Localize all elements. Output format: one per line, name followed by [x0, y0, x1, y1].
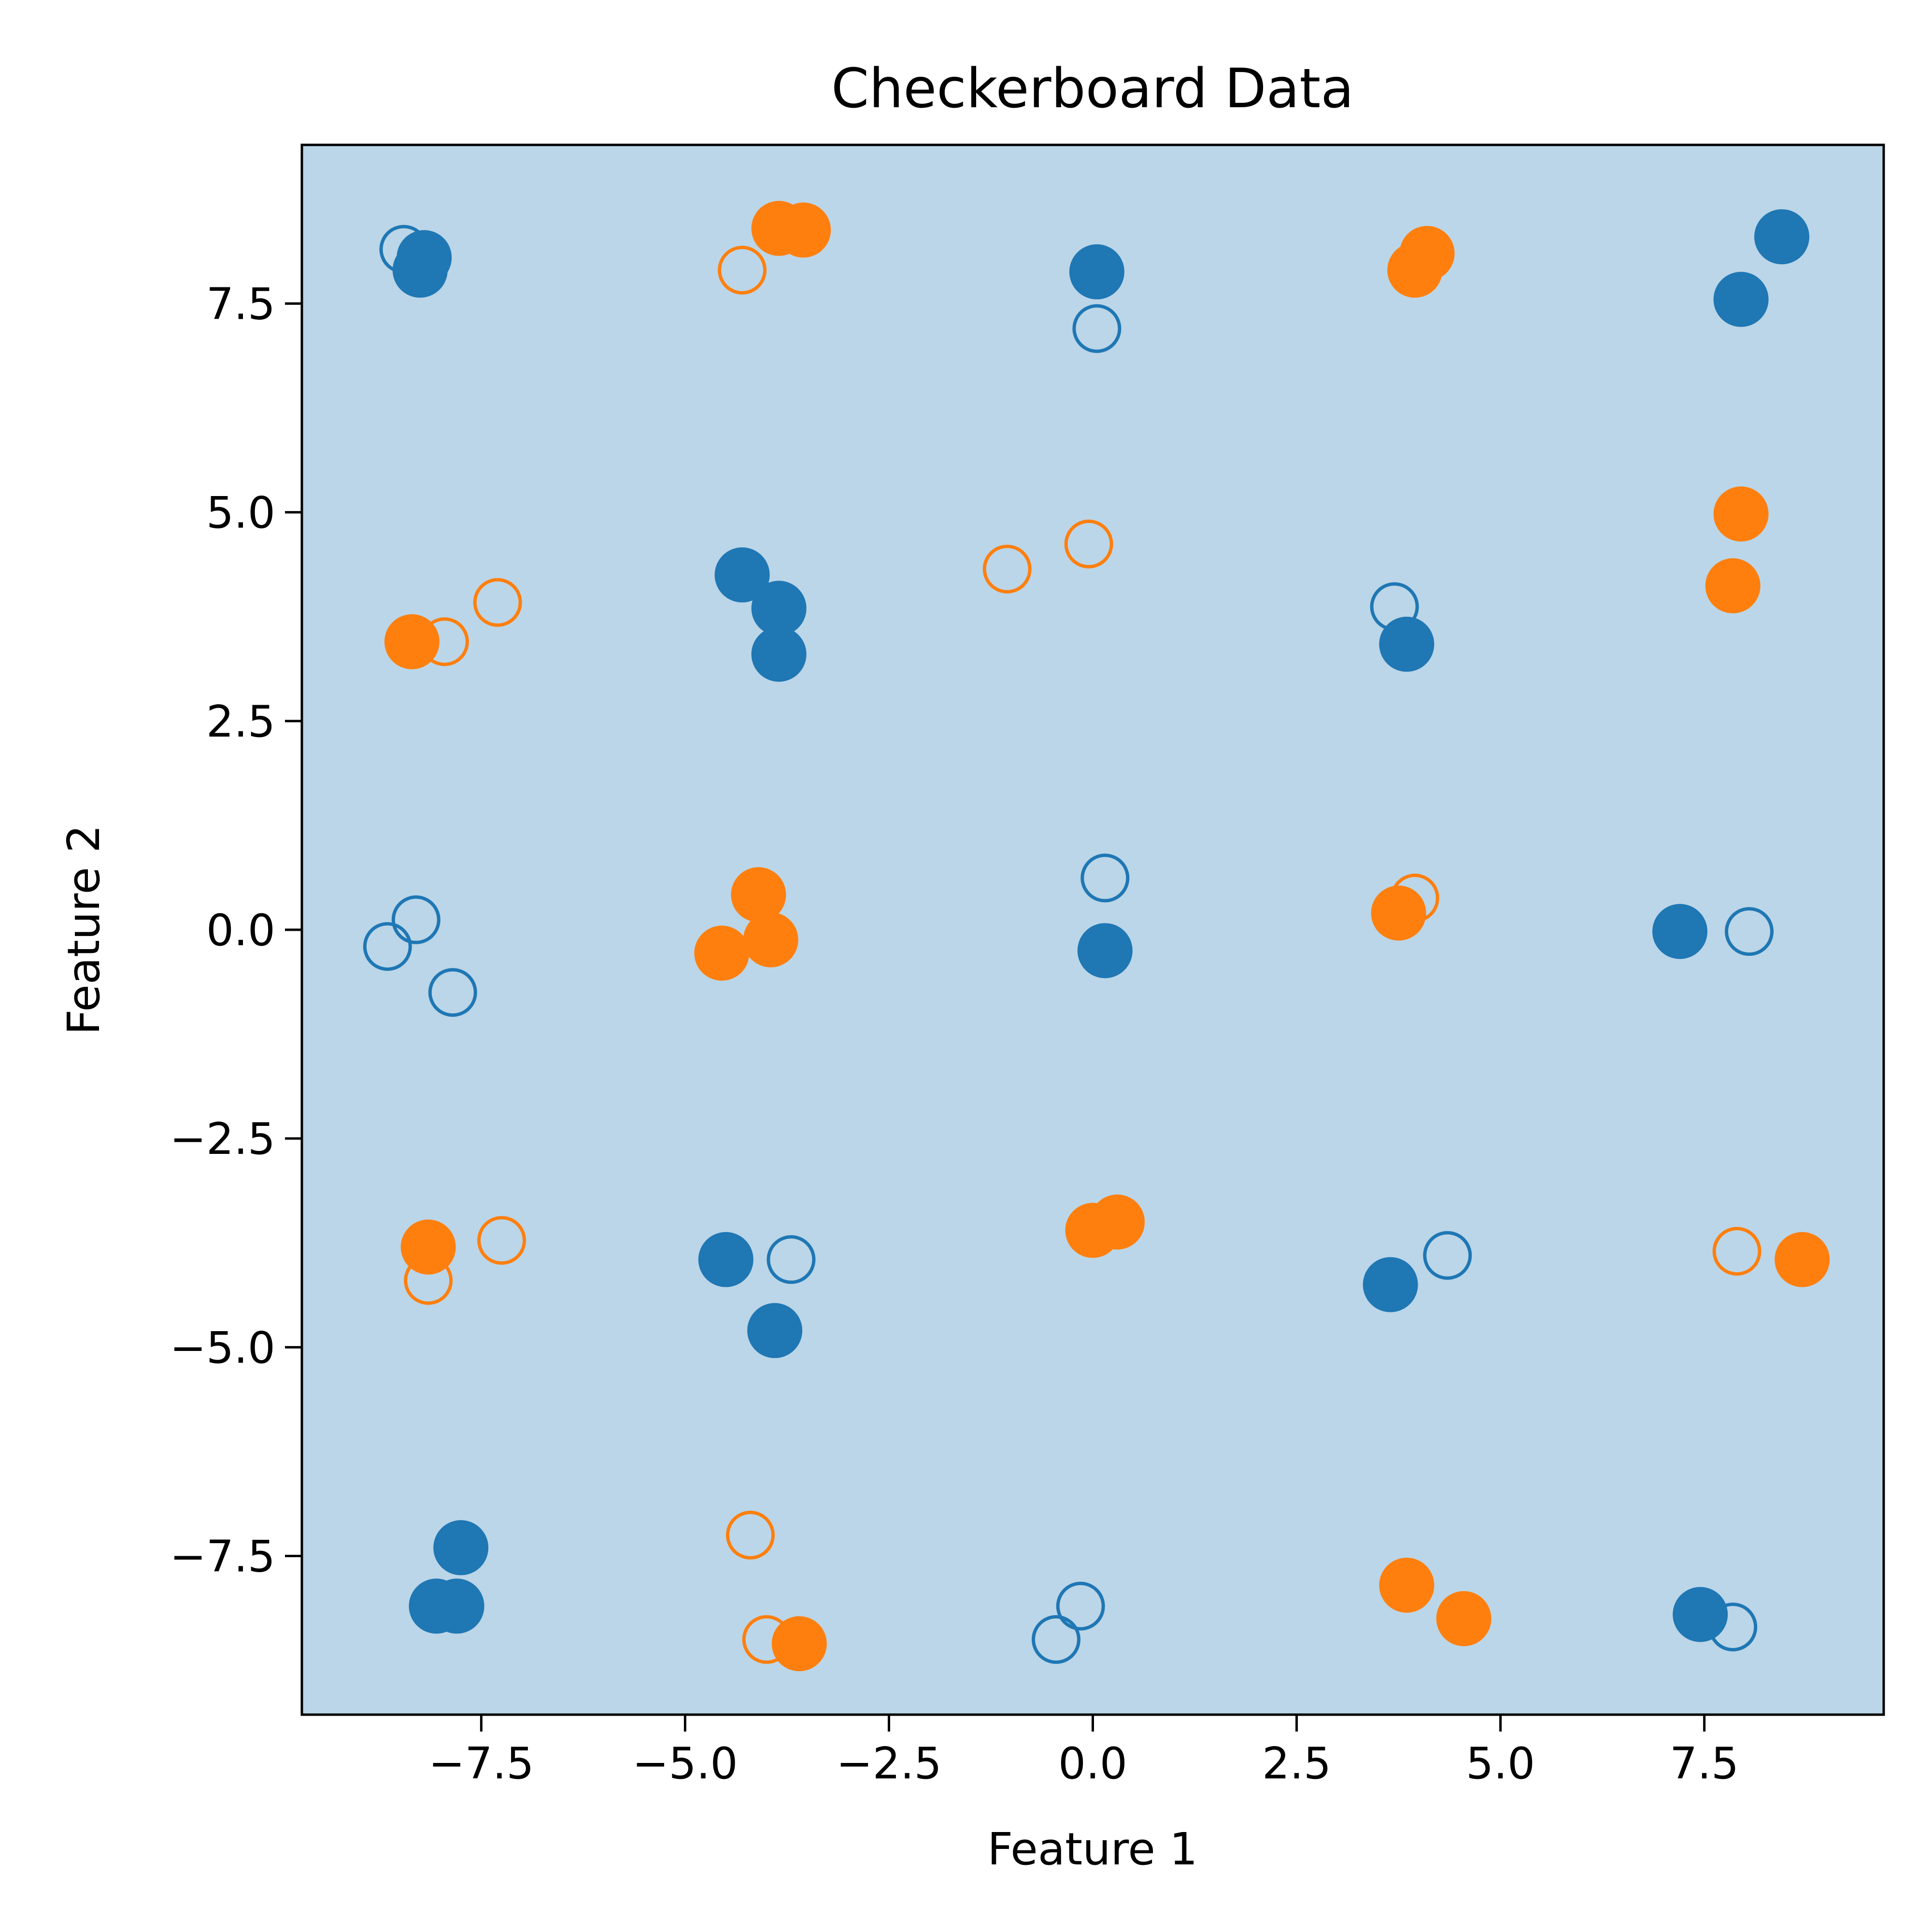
data-point-filled: [1069, 244, 1124, 299]
data-point-hollow: [1064, 519, 1113, 568]
data-point-hollow: [982, 544, 1032, 594]
data-point-filled: [743, 912, 798, 967]
data-point-hollow: [767, 1235, 816, 1284]
data-point-hollow: [1423, 1231, 1472, 1280]
x-tick-label: −7.5: [428, 1738, 534, 1789]
data-point-hollow: [420, 617, 469, 667]
y-tick-label: −7.5: [170, 1532, 275, 1582]
data-point-hollow: [1725, 907, 1774, 956]
x-tick-label: 5.0: [1466, 1738, 1535, 1789]
y-tick-label: −5.0: [170, 1322, 275, 1373]
y-tick-label: −2.5: [170, 1114, 275, 1165]
x-tick-label: −2.5: [836, 1738, 942, 1789]
data-point-filled: [1379, 1558, 1435, 1613]
data-point-hollow: [718, 245, 767, 295]
data-point-hollow: [391, 895, 440, 944]
data-point-filled: [776, 202, 831, 258]
data-point-filled: [1652, 904, 1707, 959]
y-tick-label: 5.0: [206, 488, 275, 539]
data-point-hollow: [1370, 582, 1419, 631]
x-tick-label: 0.0: [1058, 1738, 1127, 1789]
data-point-filled: [694, 925, 750, 981]
data-point-hollow: [473, 578, 522, 627]
x-tick-label: −5.0: [632, 1738, 738, 1789]
x-tick-label: 7.5: [1670, 1738, 1739, 1789]
data-point-filled: [1436, 1591, 1492, 1647]
y-tick-label: 2.5: [206, 696, 275, 747]
data-point-filled: [1077, 923, 1133, 979]
data-point-filled: [1387, 242, 1443, 298]
data-point-filled: [747, 1303, 803, 1358]
data-point-hollow: [742, 1615, 791, 1664]
data-point-filled: [392, 242, 448, 298]
data-point-filled: [1775, 1232, 1830, 1287]
x-axis-label: Feature 1: [987, 1823, 1197, 1875]
data-point-filled: [1713, 271, 1769, 327]
data-point-filled: [433, 1520, 489, 1576]
data-point-hollow: [428, 968, 477, 1017]
data-point-filled: [1673, 1587, 1728, 1642]
y-axis-label: Feature 2: [58, 824, 110, 1035]
data-point-filled: [698, 1232, 753, 1287]
data-point-hollow: [1390, 873, 1439, 923]
y-tick-label: 0.0: [206, 905, 275, 956]
data-point-filled: [751, 581, 807, 636]
data-point-filled: [1754, 209, 1809, 265]
data-points: [363, 200, 1830, 1672]
plot-frame: [300, 143, 1885, 1716]
data-point-filled: [771, 1616, 827, 1672]
data-point-hollow: [1708, 1603, 1758, 1651]
data-point-filled: [731, 867, 786, 923]
data-point-filled: [1713, 486, 1769, 542]
data-point-filled: [751, 626, 807, 682]
data-point-hollow: [1032, 1615, 1080, 1664]
data-point-hollow: [363, 922, 412, 971]
data-point-hollow: [477, 1216, 526, 1265]
data-point-hollow: [1056, 1581, 1105, 1631]
data-point-hollow: [1712, 1227, 1762, 1276]
x-tick-label: 2.5: [1262, 1738, 1331, 1789]
data-point-hollow: [1072, 304, 1122, 353]
data-point-hollow: [1080, 853, 1130, 903]
chart-title: Checkerboard Data: [831, 57, 1354, 120]
data-point-filled: [1090, 1194, 1145, 1250]
data-point-hollow: [379, 225, 428, 274]
data-point-filled: [714, 547, 770, 603]
data-point-filled: [409, 1578, 464, 1634]
data-point-filled: [1363, 1257, 1418, 1312]
axis-ticks: −7.5 −5.0 −2.5 0.0 2.5 5.0 7.5 −7.5 −5.0 −2.5 0.0 2…: [170, 279, 1739, 1789]
data-point-hollow: [726, 1510, 775, 1560]
data-point-filled: [1705, 558, 1761, 613]
data-point-hollow: [404, 1256, 453, 1305]
y-tick-label: 7.5: [206, 279, 275, 329]
